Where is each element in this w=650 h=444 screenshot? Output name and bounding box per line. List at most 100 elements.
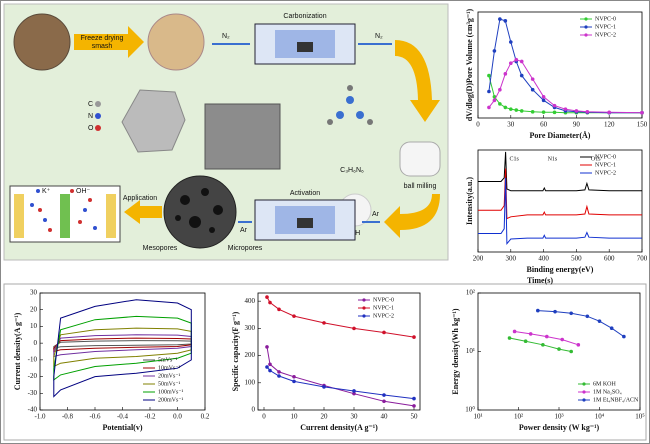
legend-marker xyxy=(584,17,588,21)
x-tick-label: 200 xyxy=(473,255,484,263)
legend-label: NVPC-0 xyxy=(373,297,394,303)
reagent: C₃H₆N₆ xyxy=(340,167,364,174)
plot-clip xyxy=(507,308,626,354)
plot-clip xyxy=(53,299,192,398)
point xyxy=(552,110,557,115)
point xyxy=(382,399,386,404)
legend-marker xyxy=(362,298,366,302)
series-line xyxy=(266,296,415,338)
graphene xyxy=(121,89,186,153)
y-axis-label: dV/dlog(D)Pore Volume (cm³g⁻¹) xyxy=(465,8,474,121)
point xyxy=(292,379,296,384)
y-tick-label: 200 xyxy=(245,351,256,359)
schematic: Freeze drying smash N₂ Carbonization N₂ … xyxy=(9,13,441,252)
legend-label: NVPC-2 xyxy=(595,32,616,38)
point xyxy=(503,105,508,110)
point xyxy=(292,314,296,318)
point xyxy=(530,87,535,92)
y-axis-label: Current density(A g⁻¹) xyxy=(13,312,22,390)
y-tick-label: -40 xyxy=(28,406,38,414)
point xyxy=(277,307,281,312)
y-tick-label: -30 xyxy=(28,389,38,397)
x-tick-label: 400 xyxy=(538,255,549,263)
x-tick-label: 500 xyxy=(571,255,582,263)
ions xyxy=(30,203,97,230)
point xyxy=(412,335,416,339)
point xyxy=(487,105,491,110)
y-tick-label: 10⁰ xyxy=(465,406,475,414)
legend-label: 100mVs⁻¹ xyxy=(158,389,184,395)
x-tick-label: 0 xyxy=(476,121,480,129)
plot-clip xyxy=(478,151,642,246)
arrow xyxy=(395,40,440,122)
x-tick-label: 90 xyxy=(573,121,581,129)
point xyxy=(265,295,269,299)
point xyxy=(509,61,513,66)
point xyxy=(514,108,519,112)
point xyxy=(576,343,581,347)
annotation: N1s xyxy=(548,156,558,162)
point xyxy=(574,109,579,113)
legend-marker xyxy=(362,306,366,310)
arrow xyxy=(74,26,144,58)
x-tick-label: 30 xyxy=(507,121,515,129)
x-tick-label: 40 xyxy=(381,413,389,421)
point xyxy=(585,314,590,319)
plot-clip xyxy=(487,17,644,115)
legend-label: 10mVs⁻¹ xyxy=(158,365,181,371)
point xyxy=(519,59,524,64)
legend-marker xyxy=(584,25,588,29)
point xyxy=(509,107,513,111)
annotation: O1s xyxy=(591,156,601,162)
x-axis-note: Time(s) xyxy=(527,276,553,285)
point xyxy=(563,107,568,111)
y-tick-label: 100 xyxy=(245,378,256,386)
x-tick-label: 10³ xyxy=(554,413,563,421)
point xyxy=(607,110,611,115)
point xyxy=(498,17,502,21)
melamine xyxy=(327,85,373,125)
legend-label: NVPC-0 xyxy=(595,154,616,160)
legend-label: 5mVs⁻¹ xyxy=(158,357,178,363)
legend-label: 50mVs⁻¹ xyxy=(158,381,181,387)
step-label: smash xyxy=(92,43,113,50)
separator xyxy=(60,194,70,238)
x-tick-label: 30 xyxy=(351,413,359,421)
step-label: Application xyxy=(123,195,157,202)
point xyxy=(382,330,386,335)
legend-label: 20mVs⁻¹ xyxy=(158,373,181,379)
boat xyxy=(297,42,313,52)
x-tick-label: 10¹ xyxy=(473,413,482,421)
series-line xyxy=(266,346,415,407)
point xyxy=(530,110,535,114)
legend-marker xyxy=(362,314,366,318)
plot-area xyxy=(477,149,643,253)
atom-key xyxy=(95,125,101,131)
point xyxy=(352,326,356,331)
point xyxy=(541,343,545,347)
point xyxy=(541,110,546,114)
point xyxy=(265,365,269,369)
x-tick-label: -0.8 xyxy=(62,413,74,421)
plot-area xyxy=(477,11,643,119)
arrow xyxy=(384,194,440,238)
point xyxy=(530,77,535,81)
plot-area xyxy=(257,292,421,411)
series-line xyxy=(478,151,642,192)
y-tick-label: 10 xyxy=(30,322,38,330)
jar xyxy=(399,141,441,177)
x-tick-label: 700 xyxy=(637,255,648,263)
photo-dried xyxy=(147,13,205,71)
legend-label: 1M Na₂SO₄ xyxy=(593,389,622,395)
series-line xyxy=(53,299,192,398)
step-label: Freeze drying xyxy=(81,35,124,42)
legend-label: 200mVs⁻¹ xyxy=(158,397,184,403)
step-label: Carbonization xyxy=(283,13,326,20)
ion-label: K⁺ xyxy=(42,188,51,195)
legend-label: NVPC-2 xyxy=(373,313,394,319)
x-tick-label: 50 xyxy=(411,413,419,421)
x-tick-label: 120 xyxy=(604,121,615,129)
step-label: ball milling xyxy=(404,183,437,190)
legend-label: 6M KOH xyxy=(593,381,617,387)
gas: N₂ xyxy=(375,33,383,40)
